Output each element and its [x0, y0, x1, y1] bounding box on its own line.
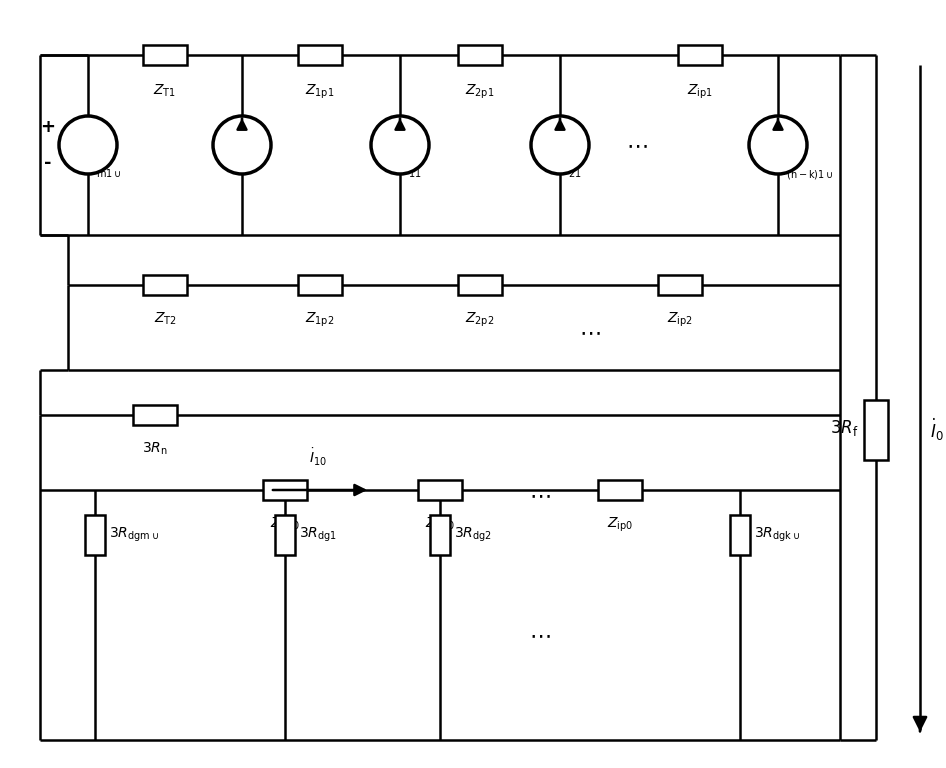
Bar [598, 480, 642, 500]
Circle shape [371, 116, 429, 174]
Text: $Z_\mathrm{2p2}$: $Z_\mathrm{2p2}$ [465, 311, 495, 329]
Text: $Z_\mathrm{1p1}$: $Z_\mathrm{1p1}$ [306, 83, 335, 101]
Text: +: + [41, 118, 56, 136]
Text: $\dot{I}_{11}$: $\dot{I}_{11}$ [404, 159, 422, 180]
Text: $Z_\mathrm{2p1}$: $Z_\mathrm{2p1}$ [465, 83, 495, 101]
Text: $Z_\mathrm{1p2}$: $Z_\mathrm{1p2}$ [306, 311, 335, 329]
Text: $\cdots$: $\cdots$ [626, 135, 648, 155]
Text: $\dot{I}_\mathrm{(n-k)1\cup}$: $\dot{I}_\mathrm{(n-k)1\cup}$ [782, 159, 833, 182]
Text: $Z_\mathrm{1p0}$: $Z_\mathrm{1p0}$ [271, 516, 300, 535]
Bar [275, 515, 295, 555]
Text: $3R_\mathrm{dgk\cup}$: $3R_\mathrm{dgk\cup}$ [754, 526, 800, 545]
Bar [458, 275, 502, 295]
Text: $\dot{I}_{21}$: $\dot{I}_{21}$ [564, 159, 582, 180]
Text: $\dot{I}_{10}$: $\dot{I}_{10}$ [309, 447, 327, 468]
Circle shape [749, 116, 807, 174]
Text: $Z_\mathrm{ip1}$: $Z_\mathrm{ip1}$ [687, 83, 713, 101]
Bar [298, 275, 342, 295]
Bar [864, 400, 888, 460]
Bar [730, 515, 750, 555]
Text: $3R_\mathrm{dg1}$: $3R_\mathrm{dg1}$ [299, 526, 337, 545]
Text: $Z_\mathrm{ip0}$: $Z_\mathrm{ip0}$ [607, 516, 633, 535]
Text: $Z_\mathrm{T2}$: $Z_\mathrm{T2}$ [153, 311, 177, 327]
Text: -: - [44, 154, 52, 172]
Text: $\cdots$: $\cdots$ [579, 322, 601, 342]
Text: $3R_\mathrm{dg2}$: $3R_\mathrm{dg2}$ [454, 526, 492, 545]
Bar [143, 45, 187, 65]
Bar [430, 515, 450, 555]
Bar [85, 515, 105, 555]
Bar [458, 45, 502, 65]
Text: $3R_\mathrm{n}$: $3R_\mathrm{n}$ [142, 441, 168, 458]
Bar [133, 405, 177, 425]
Bar [658, 275, 702, 295]
Text: $\dot{I}_0$: $\dot{I}_0$ [930, 417, 944, 443]
Text: $Z_\mathrm{2p0}$: $Z_\mathrm{2p0}$ [425, 516, 455, 535]
Bar [263, 480, 307, 500]
Bar [298, 45, 342, 65]
Text: $\dot{I}_\mathrm{m1\cup}$: $\dot{I}_\mathrm{m1\cup}$ [92, 159, 122, 180]
Circle shape [531, 116, 589, 174]
Text: $\cdots$: $\cdots$ [529, 625, 551, 645]
Text: $\cdots$: $\cdots$ [529, 485, 551, 505]
Text: $Z_\mathrm{ip2}$: $Z_\mathrm{ip2}$ [667, 311, 693, 329]
Text: $3R_\mathrm{dgm\cup}$: $3R_\mathrm{dgm\cup}$ [109, 526, 159, 545]
Text: $3R_\mathrm{f}$: $3R_\mathrm{f}$ [830, 418, 858, 438]
Circle shape [213, 116, 271, 174]
Bar [143, 275, 187, 295]
Bar [418, 480, 462, 500]
Text: $Z_\mathrm{T1}$: $Z_\mathrm{T1}$ [153, 83, 177, 99]
Bar [678, 45, 722, 65]
Circle shape [59, 116, 117, 174]
